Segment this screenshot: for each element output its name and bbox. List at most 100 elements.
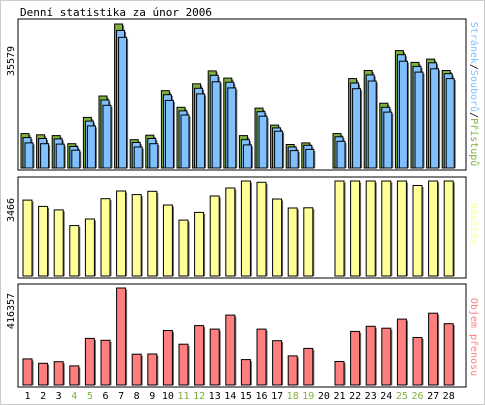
bar-bytes-day-12 [194, 325, 205, 386]
day-label-2: 2 [40, 391, 46, 402]
legend-soubory: Souborů [468, 70, 480, 112]
bar-visits-day-21 [334, 180, 345, 277]
legend-stranky: Stránek [468, 22, 480, 64]
bar-bytes-day-16 [256, 328, 267, 386]
bar-hits-Stránek-day-7 [118, 36, 128, 169]
bar-hits-Stránek-day-18 [289, 150, 299, 169]
bar-visits-day-25 [396, 180, 407, 277]
bar-bytes-day-1 [22, 358, 33, 386]
day-label-6: 6 [102, 391, 108, 402]
panel-visits-bars [22, 180, 455, 277]
bar-bytes-day-5 [84, 337, 95, 386]
day-label-17: 17 [271, 391, 283, 402]
day-label-28: 28 [443, 391, 455, 402]
panel-bytes-legend: Objem přenosu [468, 298, 480, 376]
bar-bytes-day-27 [428, 312, 439, 386]
bar-bytes-day-22 [350, 330, 361, 386]
bar-visits-day-28 [443, 180, 454, 277]
panel-hits-max-label: 35579 [6, 46, 17, 76]
bar-visits-day-3 [53, 209, 64, 277]
bar-hits-Stránek-day-8 [133, 146, 143, 169]
bar-visits-day-16 [256, 181, 267, 277]
bar-bytes-day-14 [225, 314, 236, 386]
bar-visits-day-18 [287, 207, 298, 277]
bar-visits-day-7 [116, 190, 127, 277]
legend-sep-1: / [468, 64, 479, 70]
bar-visits-day-14 [225, 187, 236, 277]
bar-bytes-day-26 [412, 337, 423, 386]
bar-bytes-day-19 [303, 347, 314, 386]
bar-hits-Stránek-day-17 [274, 130, 284, 169]
day-label-26: 26 [411, 391, 423, 402]
bar-visits-day-17 [272, 198, 283, 277]
bar-visits-day-4 [69, 225, 80, 277]
bar-hits-Stránek-day-11 [180, 114, 190, 169]
bar-hits-Stránek-day-16 [258, 115, 268, 169]
bar-hits-Stránek-day-15 [242, 144, 252, 169]
bar-bytes-day-15 [240, 359, 251, 386]
x-axis-day-labels: 1 2 3 4 5 6 7 8 9 10 11 12 13 14 15 16 17 18 19 20 21 22 23 24 2… [24, 391, 454, 402]
bar-hits-Stránek-day-3 [55, 143, 65, 169]
bar-hits-Stránek-day-19 [305, 148, 315, 169]
bar-bytes-day-25 [396, 318, 407, 386]
day-label-3: 3 [56, 391, 62, 402]
bar-visits-day-24 [381, 180, 392, 277]
bar-visits-day-27 [428, 180, 439, 277]
panel-visits-legend: Návštěv [468, 203, 480, 245]
day-label-4: 4 [71, 391, 77, 402]
bar-bytes-day-6 [100, 339, 111, 386]
bar-visits-day-12 [194, 211, 205, 277]
panel-bytes-bars [22, 287, 455, 386]
bar-bytes-day-28 [443, 323, 454, 386]
day-label-1: 1 [24, 391, 30, 402]
bar-visits-day-9 [147, 190, 158, 277]
bar-hits-Stránek-day-1 [24, 142, 34, 169]
day-label-21: 21 [333, 391, 345, 402]
bar-visits-day-22 [350, 180, 361, 277]
bar-visits-day-10 [162, 204, 173, 277]
bar-visits-day-26 [412, 185, 423, 277]
day-label-16: 16 [255, 391, 267, 402]
bar-bytes-day-11 [178, 343, 189, 386]
bar-hits-Stránek-day-26 [414, 71, 424, 169]
bar-visits-day-13 [209, 195, 220, 277]
bar-hits-Stránek-day-27 [430, 68, 440, 169]
bar-hits-Stránek-day-12 [196, 93, 206, 169]
chart-title: Denní statistika za únor 2006 [20, 6, 212, 19]
bar-bytes-day-13 [209, 328, 220, 386]
panel-hits-legend: Stránek/Souborů/Přístupů [468, 22, 480, 167]
bar-bytes-day-24 [381, 327, 392, 386]
legend-navstevy: Návštěv [468, 203, 480, 245]
bar-hits-Stránek-day-28 [445, 78, 455, 169]
bar-hits-Stránek-day-21 [336, 140, 346, 169]
bar-visits-day-15 [240, 180, 251, 277]
day-label-11: 11 [177, 391, 189, 402]
bar-bytes-day-4 [69, 365, 80, 386]
bar-visits-day-6 [100, 198, 111, 277]
panel-bytes-max-label: 416357 [6, 293, 17, 329]
day-label-10: 10 [162, 391, 174, 402]
bar-bytes-day-2 [38, 362, 49, 386]
bar-hits-Stránek-day-13 [211, 81, 221, 169]
day-label-24: 24 [380, 391, 392, 402]
bar-hits-Stránek-day-24 [383, 111, 393, 169]
bar-bytes-day-8 [131, 353, 142, 386]
panel-hits: 35579 Stránek/Souborů/Přístupů [6, 18, 480, 171]
bar-hits-Stránek-day-9 [149, 143, 159, 169]
day-label-27: 27 [427, 391, 439, 402]
bar-bytes-day-23 [365, 325, 376, 386]
day-label-22: 22 [349, 391, 361, 402]
legend-sep-2: / [468, 112, 479, 118]
panel-visits: 3466 Návštěv [6, 176, 480, 279]
day-label-8: 8 [134, 391, 140, 402]
bar-hits-Stránek-day-10 [164, 99, 174, 169]
bar-visits-day-2 [38, 205, 49, 277]
bar-hits-Stránek-day-2 [40, 143, 50, 169]
panel-hits-bars [20, 23, 456, 169]
bar-visits-day-23 [365, 180, 376, 277]
day-label-5: 5 [87, 391, 93, 402]
bar-hits-Stránek-day-22 [352, 88, 362, 169]
legend-objem: Objem přenosu [468, 298, 480, 376]
bar-bytes-day-9 [147, 353, 158, 386]
